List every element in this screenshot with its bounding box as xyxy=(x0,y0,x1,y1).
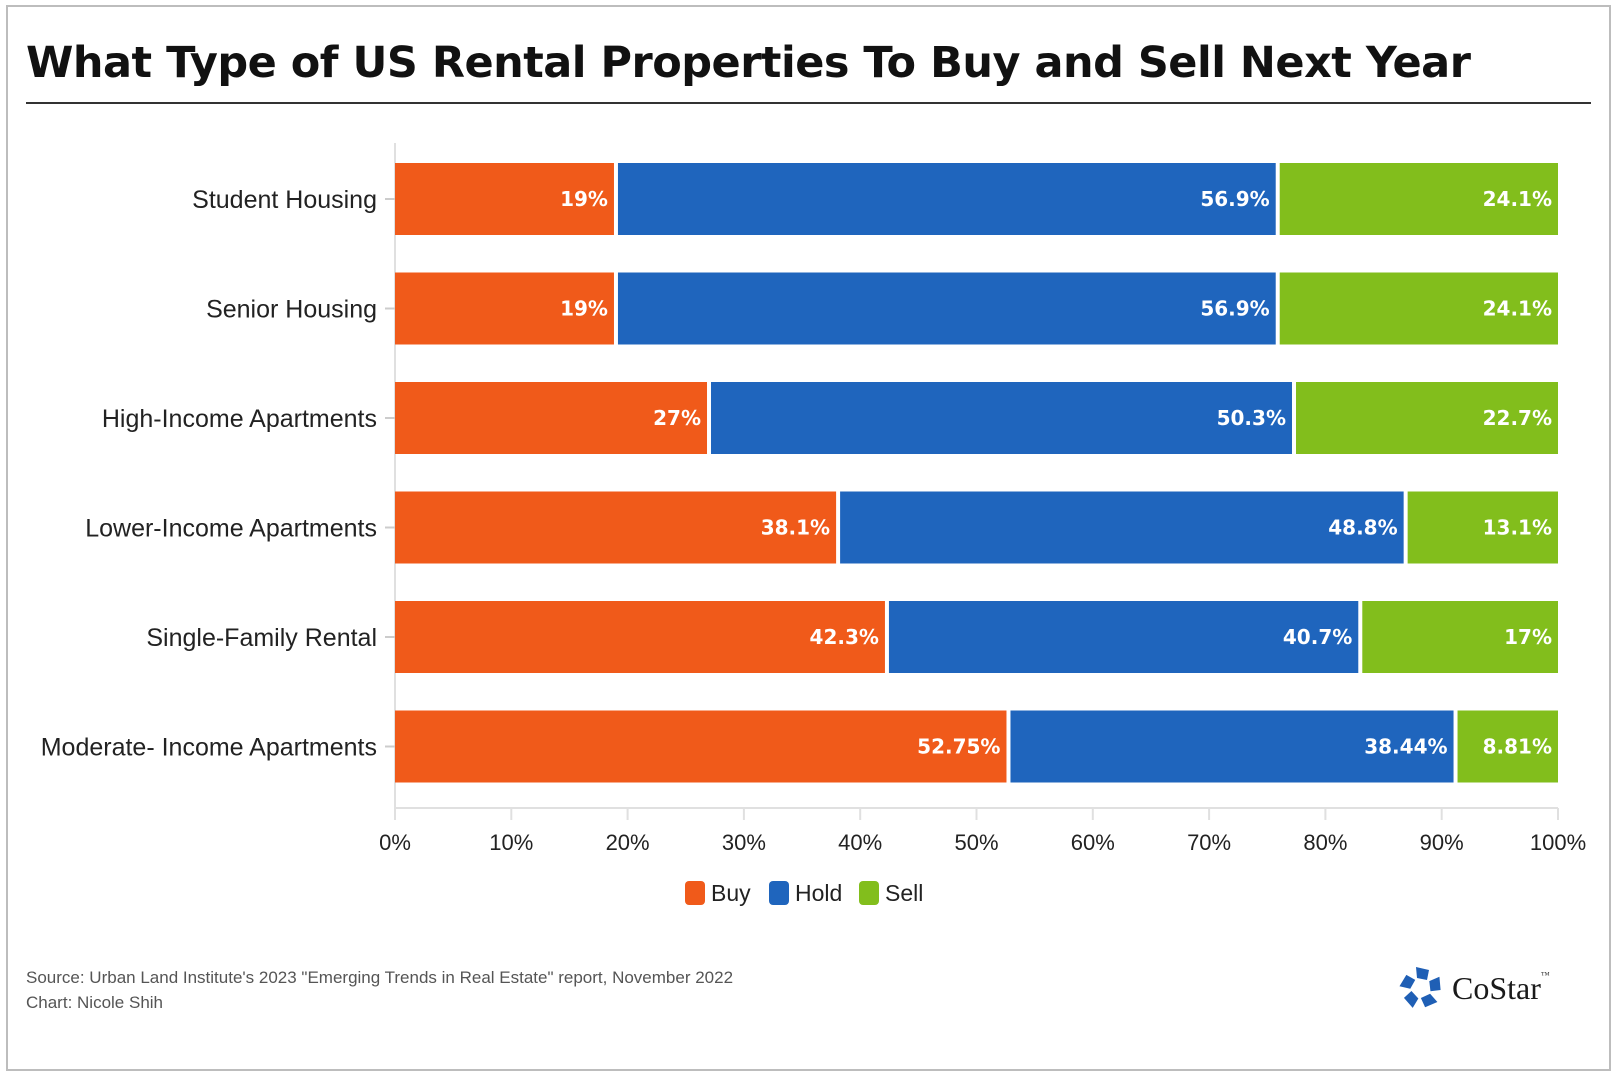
data-label: 52.75% xyxy=(917,735,1000,759)
category-label: Student Housing xyxy=(192,186,377,214)
data-label: 40.7% xyxy=(1283,625,1352,649)
data-label: 19% xyxy=(560,297,608,321)
bar-sell xyxy=(1362,601,1558,673)
category-label: Moderate- Income Apartments xyxy=(41,734,377,762)
x-tick-label: 90% xyxy=(1420,830,1464,855)
legend-swatch-hold xyxy=(769,881,789,905)
costar-logo: CoStar™ xyxy=(1398,965,1550,1011)
bar-buy xyxy=(395,491,837,564)
data-label: 56.9% xyxy=(1200,297,1269,321)
x-tick-label: 0% xyxy=(379,830,411,855)
logo-star-segment xyxy=(1399,974,1416,989)
data-label: 38.44% xyxy=(1364,735,1447,759)
legend: Buy Hold Sell xyxy=(685,880,923,906)
legend-swatch-sell xyxy=(859,881,879,905)
bar-sell xyxy=(1295,382,1558,454)
x-tick-label: 70% xyxy=(1187,830,1231,855)
bar-hold xyxy=(711,382,1292,454)
data-label: 22.7% xyxy=(1483,406,1552,430)
title-divider xyxy=(26,102,1591,104)
x-tick-label: 10% xyxy=(489,830,533,855)
x-tick-label: 60% xyxy=(1071,830,1115,855)
data-label: 17% xyxy=(1504,625,1552,649)
x-tick-label: 100% xyxy=(1530,830,1586,855)
bars-group: 19% 56.9% 24.1% 19% 56.9% 24.1% 27% 50.3% 22.7% 3… xyxy=(395,163,1558,783)
logo-star-segment xyxy=(1403,990,1419,1008)
data-label: 56.9% xyxy=(1200,187,1269,211)
bar-hold xyxy=(617,163,1276,235)
bar-sell xyxy=(1279,163,1558,235)
logo-star-segment xyxy=(1429,976,1441,992)
bar-sell xyxy=(1457,710,1558,783)
x-tick-label: 50% xyxy=(954,830,998,855)
bar-buy xyxy=(395,601,885,673)
data-label: 48.8% xyxy=(1328,516,1397,540)
legend-label-buy: Buy xyxy=(711,880,751,906)
category-label: Senior Housing xyxy=(206,296,377,324)
data-label: 13.1% xyxy=(1483,516,1552,540)
chart-credit: Chart: Nicole Shih xyxy=(26,993,164,1012)
chart-title: What Type of US Rental Properties To Buy… xyxy=(26,38,1471,88)
bar-hold xyxy=(840,491,1404,564)
legend-label-sell: Sell xyxy=(885,880,923,906)
data-label: 38.1% xyxy=(761,516,830,540)
x-tick-label: 20% xyxy=(606,830,650,855)
data-label: 42.3% xyxy=(810,625,879,649)
category-label: Single-Family Rental xyxy=(146,624,377,652)
bar-buy xyxy=(395,382,708,454)
source-note: Source: Urban Land Institute's 2023 "Eme… xyxy=(26,968,734,987)
legend-swatch-buy xyxy=(685,881,705,905)
x-tick-label: 30% xyxy=(722,830,766,855)
data-label: 50.3% xyxy=(1217,406,1286,430)
data-label: 24.1% xyxy=(1483,187,1552,211)
bar-sell xyxy=(1279,272,1558,345)
logo-star-segment xyxy=(1416,967,1429,980)
category-labels: Student Housing Senior Housing High-Income… xyxy=(41,186,377,762)
category-label: Lower-Income Apartments xyxy=(85,515,377,543)
bar-buy xyxy=(395,163,614,235)
legend-label-hold: Hold xyxy=(795,880,842,906)
costar-star-icon xyxy=(1399,967,1441,1008)
bar-hold xyxy=(1010,710,1454,783)
x-tick-label: 40% xyxy=(838,830,882,855)
x-axis: 0% 10% 20% 30% 40% 50% 60% 70% 80% 90% 100% xyxy=(379,143,1586,855)
brand-name: CoStar™ xyxy=(1452,969,1550,1006)
data-label: 27% xyxy=(653,406,701,430)
data-label: 8.81% xyxy=(1483,735,1552,759)
bar-hold xyxy=(617,272,1276,345)
x-tick-label: 80% xyxy=(1303,830,1347,855)
data-label: 19% xyxy=(560,187,608,211)
category-label: High-Income Apartments xyxy=(102,405,377,433)
bar-sell xyxy=(1407,491,1558,564)
bar-hold xyxy=(888,601,1359,673)
bar-buy xyxy=(395,272,614,345)
logo-star-segment xyxy=(1420,993,1438,1008)
bar-buy xyxy=(395,710,1007,783)
data-label: 24.1% xyxy=(1483,297,1552,321)
